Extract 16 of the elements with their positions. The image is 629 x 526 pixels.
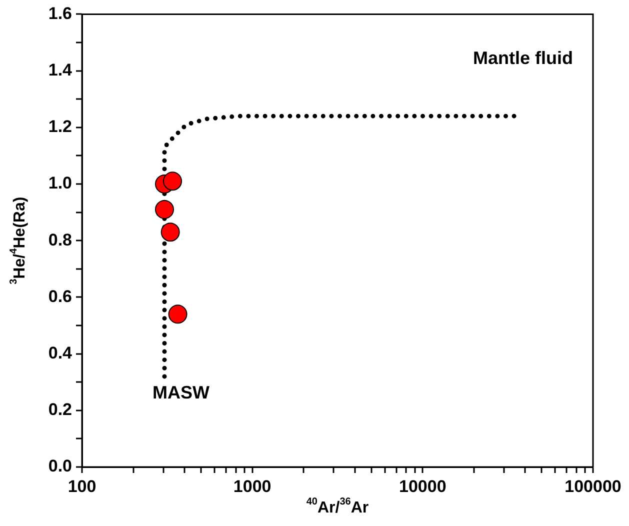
annotation: MASW [152, 382, 210, 402]
x-tick-label: 100 [68, 476, 96, 496]
x-tick-label: 1000 [233, 476, 272, 496]
x-tick-label: 100000 [564, 476, 622, 496]
y-tick-label: 0.8 [48, 230, 72, 250]
y-tick-label: 1.6 [48, 4, 72, 23]
y-tick-label: 0.0 [48, 456, 72, 476]
y-tick-label: 0.6 [48, 286, 72, 306]
y-tick-label: 1.2 [48, 117, 72, 136]
y-axis-title: 3He/4He(Ra) [8, 196, 28, 284]
y-tick-label: 0.4 [48, 343, 73, 362]
x-tick-label: 10000 [399, 476, 446, 496]
y-tick-label: 1.4 [48, 60, 73, 80]
annotation: Mantle fluid [473, 48, 573, 68]
y-tick-label: 1.0 [48, 174, 72, 193]
y-tick-label: 0.2 [48, 400, 72, 420]
